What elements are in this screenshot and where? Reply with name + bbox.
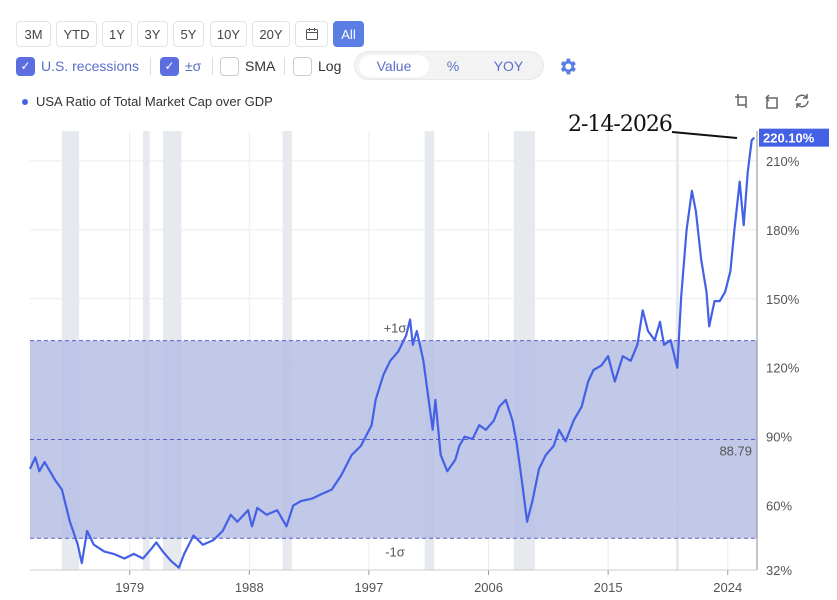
divider [284, 57, 285, 75]
range-ytd-button[interactable]: YTD [56, 21, 97, 47]
x-tick-label: 1979 [115, 580, 144, 595]
y-tick-label: 60% [766, 499, 792, 514]
recessions-label: U.S. recessions [41, 58, 140, 74]
x-tick-label: 2006 [474, 580, 503, 595]
series-line [29, 136, 756, 569]
x-tick-label: 2015 [594, 580, 623, 595]
annotation-line [671, 131, 738, 139]
log-label: Log [318, 58, 342, 74]
y-tick-label: 32% [766, 563, 792, 578]
check-icon: ✓ [16, 56, 35, 76]
date-annotation: 2-14-2026 [568, 112, 673, 137]
sigma-toggle[interactable]: ✓ ±σ [160, 55, 201, 77]
legend-item[interactable]: USA Ratio of Total Market Cap over GDP [22, 94, 273, 109]
x-tick-label: 2024 [713, 580, 742, 595]
range-all-button[interactable]: All [333, 21, 364, 47]
last-value-label: 220.10% [763, 131, 815, 146]
crop-icon[interactable] [733, 92, 751, 110]
divider [150, 57, 151, 75]
minus-sigma-label: -1σ [385, 544, 405, 559]
y-tick-label: 150% [766, 292, 800, 307]
undo-icon[interactable] [763, 92, 781, 110]
check-icon: ✓ [160, 56, 179, 76]
series-dot-icon [22, 98, 28, 105]
mode-segmented-control: Value % YOY [354, 51, 544, 80]
mean-label: 88.79 [719, 443, 752, 458]
checkbox-box [293, 56, 312, 76]
mode-value-tab[interactable]: Value [359, 55, 429, 77]
sma-label: SMA [245, 58, 276, 74]
sma-toggle[interactable]: SMA [220, 55, 275, 77]
recessions-toggle[interactable]: ✓ U.S. recessions [16, 55, 139, 77]
mode-percent-tab[interactable]: % [446, 58, 460, 74]
legend-label: USA Ratio of Total Market Cap over GDP [36, 94, 273, 109]
log-toggle[interactable]: Log [293, 55, 341, 77]
x-tick-label: 1988 [235, 580, 264, 595]
y-tick-label: 90% [766, 430, 792, 445]
sigma-label: ±σ [185, 58, 202, 74]
gear-icon[interactable] [557, 56, 578, 82]
last-value-badge [759, 128, 829, 147]
divider [212, 57, 213, 75]
refresh-icon[interactable] [793, 92, 811, 110]
y-tick-label: 120% [766, 361, 800, 376]
chart-tools [733, 92, 811, 110]
range-20y-button[interactable]: 20Y [252, 21, 290, 47]
y-tick-label: 210% [766, 154, 800, 169]
range-1y-button[interactable]: 1Y [102, 21, 132, 47]
range-3y-button[interactable]: 3Y [137, 21, 168, 47]
plus-sigma-label: +1σ [384, 321, 407, 336]
range-3m-button[interactable]: 3M [16, 21, 51, 47]
mode-yoy-tab[interactable]: YOY [493, 58, 524, 74]
y-tick-label: 180% [766, 223, 800, 238]
calendar-icon[interactable] [295, 21, 328, 47]
range-5y-button[interactable]: 5Y [173, 21, 204, 47]
checkbox-box [220, 56, 239, 76]
range-10y-button[interactable]: 10Y [210, 21, 247, 47]
x-tick-label: 1997 [354, 580, 383, 595]
